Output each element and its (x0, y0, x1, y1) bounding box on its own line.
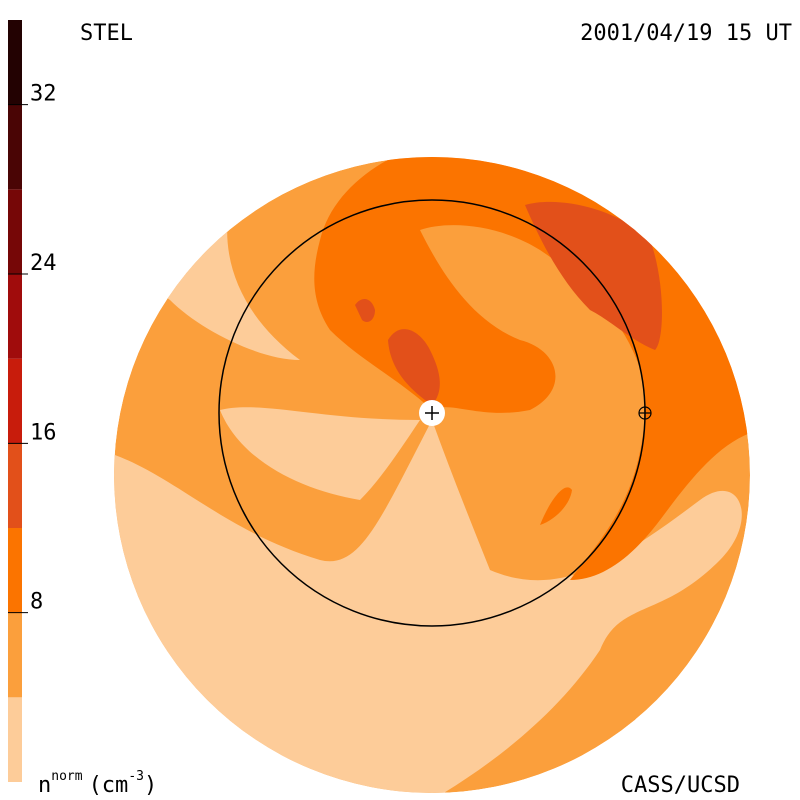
density-map (114, 157, 750, 793)
colorbar-tick-label: 16 (30, 420, 57, 445)
region-mid (540, 487, 572, 525)
colorbar: 8 16 24 32 (8, 20, 57, 782)
colorbar-tick-label: 32 (30, 82, 57, 107)
region-low (220, 407, 420, 500)
region-high (388, 329, 440, 405)
title: STEL (80, 21, 133, 46)
colorbar-band (8, 358, 22, 444)
colorbar-tick-label: 8 (30, 590, 43, 615)
colorbar-band (8, 104, 22, 190)
earth-marker (639, 407, 651, 419)
sun-marker (425, 406, 439, 420)
colorbar-band (8, 528, 22, 613)
colorbar-band (8, 274, 22, 359)
region-high (355, 298, 375, 322)
colorbar-band (8, 612, 22, 698)
credit: CASS/UCSD (621, 773, 740, 798)
region-high (525, 201, 662, 350)
colorbar-band (8, 20, 22, 105)
colorbar-band (8, 697, 22, 782)
timestamp: 2001/04/19 15 UT (580, 21, 792, 46)
colorbar-band (8, 443, 22, 528)
region-low (114, 420, 742, 793)
colorbar-label: nnorm (cm-3) (38, 769, 157, 798)
colorbar-tick-label: 24 (30, 251, 57, 276)
colorbar-band (8, 189, 22, 274)
